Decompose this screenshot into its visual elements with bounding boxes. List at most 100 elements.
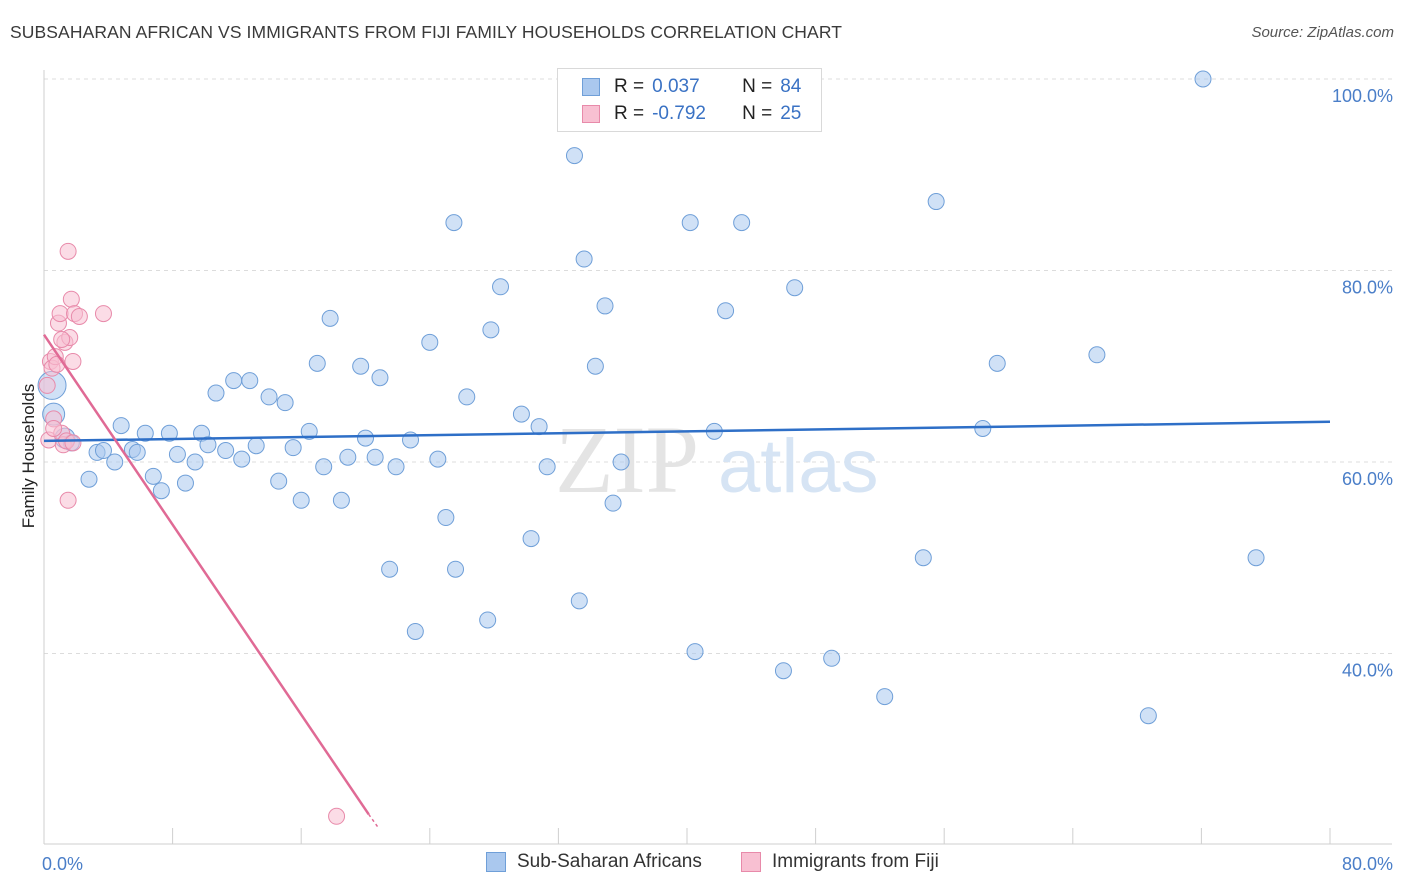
data-point-fiji xyxy=(64,352,82,370)
data-point-sub-saharan xyxy=(308,354,326,372)
data-point-sub-saharan xyxy=(717,302,735,320)
data-point-sub-saharan xyxy=(458,388,476,406)
axes xyxy=(43,70,1392,845)
data-point-sub-saharan xyxy=(136,424,154,442)
tick-labels: 40.0% 60.0% 80.0% 100.0% 0.0% 80.0% xyxy=(42,86,1393,874)
legend-swatch-blue xyxy=(582,78,600,96)
legend-r-value: 0.037 xyxy=(652,76,700,97)
legend-swatch-pink xyxy=(582,105,600,123)
data-point-sub-saharan xyxy=(596,297,614,315)
data-point-sub-saharan xyxy=(538,458,556,476)
data-point-sub-saharan xyxy=(479,611,497,629)
bottom-legend-swatch-blue xyxy=(486,852,506,872)
source-label: Source: ZipAtlas.com xyxy=(1251,24,1394,41)
legend-r-label: R = xyxy=(614,76,645,97)
y-tick-label: 80.0% xyxy=(1342,278,1393,298)
data-point-sub-saharan xyxy=(421,333,439,351)
data-point-sub-saharan xyxy=(974,419,992,437)
legend-n-label: N = xyxy=(742,76,773,97)
data-point-fiji xyxy=(94,305,112,323)
data-point-sub-saharan xyxy=(217,442,235,460)
grid-lines xyxy=(44,78,1392,654)
data-point-sub-saharan xyxy=(1194,70,1212,88)
data-point-sub-saharan xyxy=(276,394,294,412)
data-point-sub-saharan xyxy=(247,437,265,455)
bottom-legend-blue: Sub-Saharan Africans xyxy=(486,851,702,873)
data-point-sub-saharan xyxy=(128,443,146,461)
data-point-sub-saharan xyxy=(492,278,510,296)
data-point-sub-saharan xyxy=(186,453,204,471)
data-point-sub-saharan xyxy=(233,450,251,468)
legend-n-value: 25 xyxy=(780,103,802,124)
data-point-sub-saharan xyxy=(106,453,124,471)
data-point-fiji xyxy=(59,491,77,509)
data-point-fiji xyxy=(328,807,346,825)
bottom-legend-label: Immigrants from Fiji xyxy=(772,851,939,872)
trend-line-fiji-extension xyxy=(368,813,379,829)
data-point-sub-saharan xyxy=(292,491,310,509)
data-point-fiji xyxy=(53,330,71,348)
x-tick-label: 80.0% xyxy=(1342,854,1393,874)
data-point-sub-saharan xyxy=(207,384,225,402)
data-point-sub-saharan xyxy=(1247,549,1265,567)
data-point-sub-saharan xyxy=(1088,346,1106,364)
data-point-sub-saharan xyxy=(160,424,178,442)
data-point-fiji xyxy=(45,419,63,437)
y-axis-label: Family Households xyxy=(19,384,38,529)
watermark-atlas: atlas xyxy=(718,424,879,509)
data-point-sub-saharan xyxy=(914,549,932,567)
data-point-sub-saharan xyxy=(152,482,170,500)
chart-title: SUBSAHARAN AFRICAN VS IMMIGRANTS FROM FI… xyxy=(10,22,843,42)
y-tick-label: 100.0% xyxy=(1332,86,1393,106)
trend-line-fiji xyxy=(42,333,370,816)
data-point-sub-saharan xyxy=(530,418,548,436)
legend-r-value: -0.792 xyxy=(652,103,706,124)
data-point-fiji xyxy=(48,355,66,373)
legend-n-label: N = xyxy=(742,103,773,124)
trend-line-sub-saharan xyxy=(43,420,1331,443)
data-point-sub-saharan xyxy=(437,509,455,527)
watermark: ZIP atlas xyxy=(555,406,879,513)
data-point-sub-saharan xyxy=(332,491,350,509)
data-point-sub-saharan xyxy=(406,622,424,640)
data-point-sub-saharan xyxy=(575,250,593,268)
data-point-sub-saharan xyxy=(300,422,318,440)
data-point-sub-saharan xyxy=(352,357,370,375)
data-point-sub-saharan xyxy=(168,445,186,463)
data-point-sub-saharan xyxy=(381,560,399,578)
series-sub-saharan-africans xyxy=(37,70,1265,725)
data-point-fiji xyxy=(38,376,56,394)
data-point-sub-saharan xyxy=(823,649,841,667)
x-tick-label: 0.0% xyxy=(42,854,83,874)
data-point-sub-saharan xyxy=(144,467,162,485)
data-point-sub-saharan xyxy=(786,279,804,297)
bottom-legend-swatch-pink xyxy=(741,852,761,872)
data-point-sub-saharan xyxy=(270,472,288,490)
data-point-fiji xyxy=(51,305,69,323)
data-point-sub-saharan xyxy=(988,354,1006,372)
trend-lines xyxy=(42,333,1331,829)
data-point-sub-saharan xyxy=(284,439,302,457)
data-point-fiji xyxy=(62,290,80,308)
data-point-sub-saharan xyxy=(612,453,630,471)
data-point-sub-saharan xyxy=(681,214,699,232)
data-point-sub-saharan xyxy=(339,448,357,466)
data-point-sub-saharan xyxy=(80,470,98,488)
series-immigrants-from-fiji xyxy=(38,242,346,825)
data-point-sub-saharan xyxy=(522,530,540,548)
y-tick-label: 60.0% xyxy=(1342,469,1393,489)
data-point-sub-saharan xyxy=(315,458,333,476)
data-point-sub-saharan xyxy=(927,193,945,211)
data-point-sub-saharan xyxy=(225,372,243,390)
data-point-sub-saharan xyxy=(686,643,704,661)
data-point-fiji xyxy=(70,307,88,325)
data-point-sub-saharan xyxy=(447,560,465,578)
data-point-sub-saharan xyxy=(199,436,217,454)
data-point-sub-saharan xyxy=(733,214,751,232)
data-point-sub-saharan xyxy=(570,592,588,610)
data-point-sub-saharan xyxy=(241,372,259,390)
data-point-sub-saharan xyxy=(112,417,130,435)
data-point-sub-saharan xyxy=(176,474,194,492)
legend-n-value: 84 xyxy=(780,76,802,97)
